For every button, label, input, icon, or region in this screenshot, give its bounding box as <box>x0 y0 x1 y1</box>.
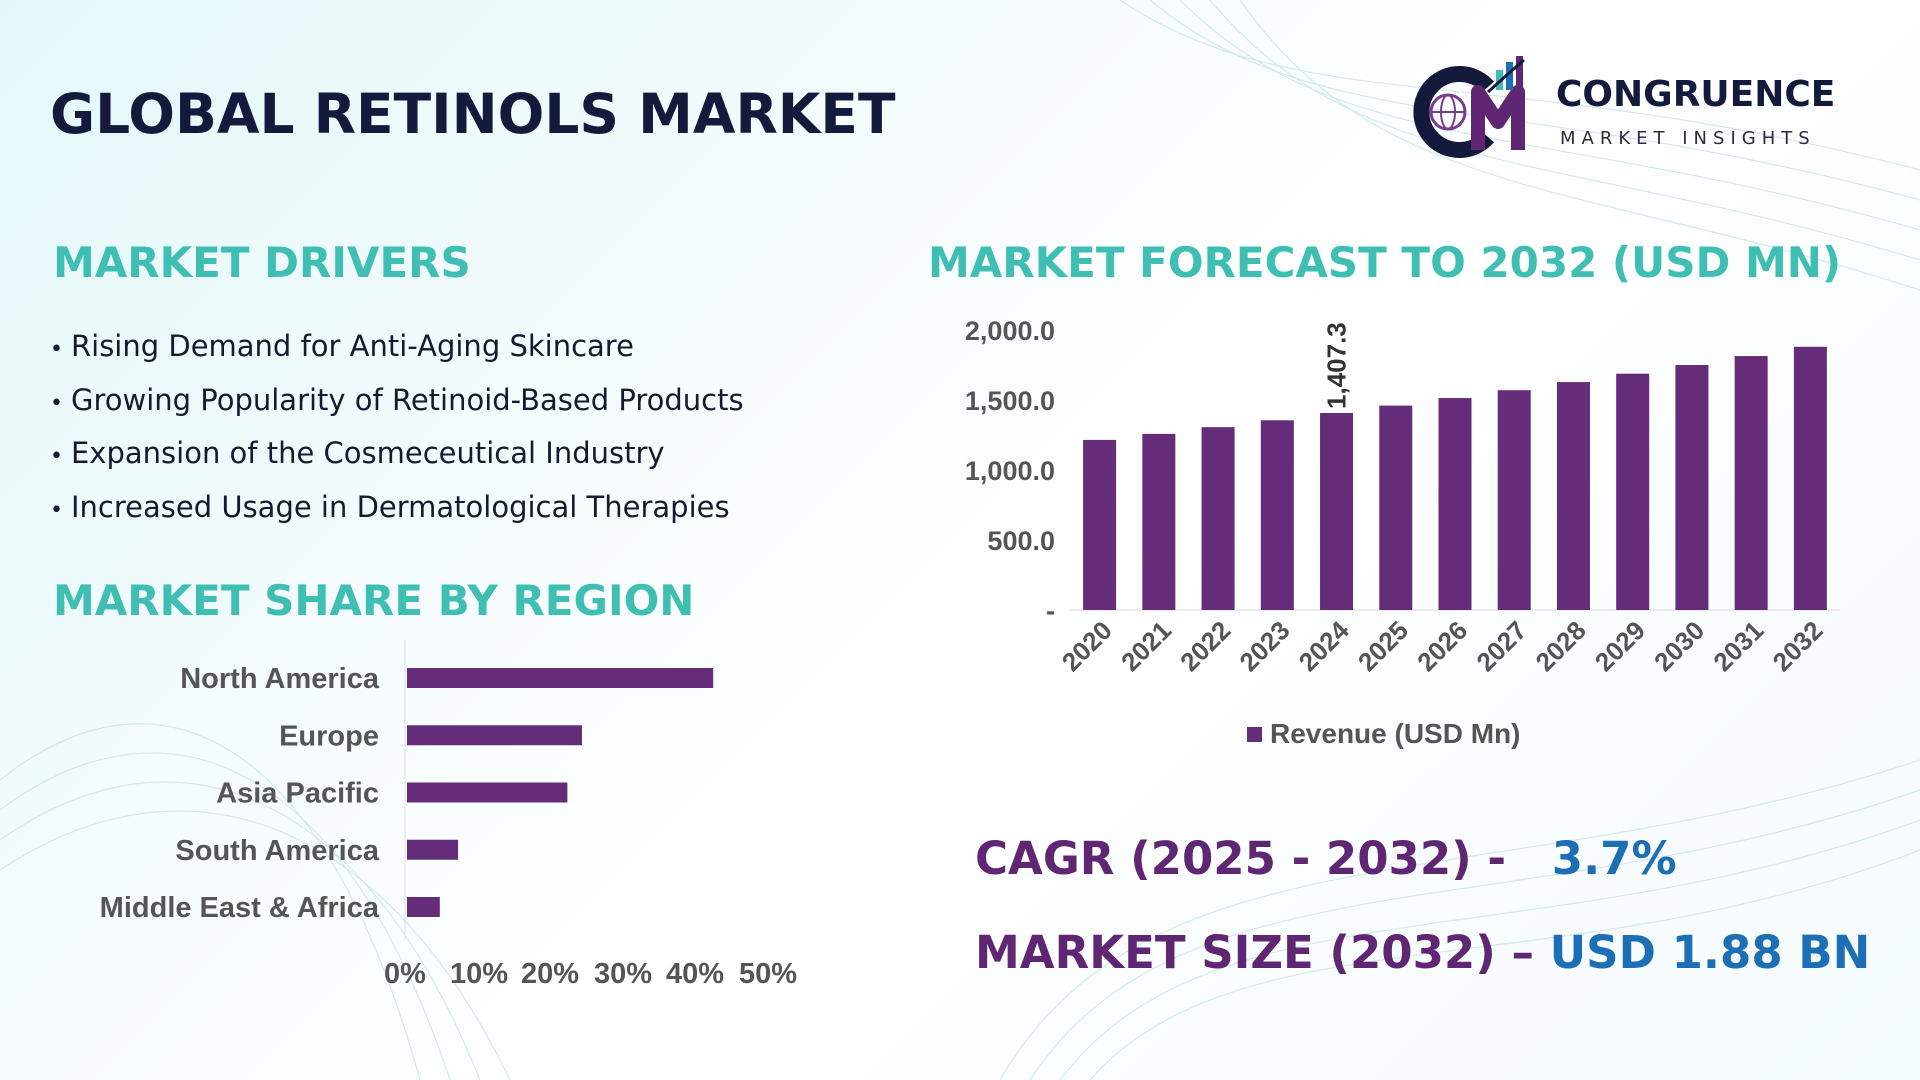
region-label: Europe <box>279 720 379 752</box>
x-tick-label: 50% <box>739 958 797 990</box>
x-tick-label: 2030 <box>1648 615 1710 677</box>
region-label: North America <box>180 663 380 695</box>
legend-swatch <box>1247 727 1262 742</box>
cagr-label: CAGR (2025 - 2032) - <box>975 832 1507 885</box>
x-tick-label: 2020 <box>1056 615 1118 677</box>
forecast-bar <box>1497 390 1531 610</box>
region-bar <box>407 897 440 917</box>
drivers-list: • Rising Demand for Anti-Aging Skincare •… <box>50 320 744 534</box>
forecast-bar <box>1260 420 1294 610</box>
x-tick-label: 2022 <box>1174 615 1236 677</box>
forecast-bar <box>1616 373 1650 610</box>
forecast-bar <box>1142 433 1176 610</box>
x-tick-label: 10% <box>450 958 508 990</box>
y-tick-label: 1,500.0 <box>965 386 1055 416</box>
region-bar <box>407 725 582 746</box>
region-bar <box>407 668 714 688</box>
forecast-bar <box>1379 405 1413 610</box>
region-share-bar-chart: North America Europe Asia Pacific South Ame… <box>100 640 797 990</box>
x-tick-label: 2029 <box>1589 615 1651 677</box>
market-size-stat: MARKET SIZE (2032) – USD 1.88 BN <box>975 926 1870 979</box>
company-logo: CONGRUENCE MARKET INSIGHTS <box>1400 52 1880 162</box>
x-tick-label: 2023 <box>1233 615 1295 677</box>
x-tick-label: 20% <box>521 958 579 990</box>
x-tick-label: 30% <box>594 958 652 990</box>
market-size-value: USD 1.88 BN <box>1549 926 1871 979</box>
x-tick-label: 2024 <box>1293 615 1355 677</box>
x-tick-label: 40% <box>666 958 724 990</box>
region-label: Middle East & Africa <box>100 892 380 924</box>
x-tick-label: 0% <box>384 958 426 990</box>
cm-globe-chart-logo-icon <box>1413 56 1525 158</box>
forecast-bar-chart: -500.01,000.01,500.02,000.02020202120222… <box>965 316 1840 749</box>
legend-label: Revenue (USD Mn) <box>1270 718 1520 749</box>
forecast-bar <box>1734 356 1768 610</box>
region-bar <box>407 839 459 860</box>
market-size-label: MARKET SIZE (2032) – <box>975 926 1534 979</box>
x-tick-label: 2025 <box>1352 615 1414 677</box>
forecast-bar <box>1556 382 1590 610</box>
region-bar <box>407 782 568 803</box>
x-tick-label: 2031 <box>1707 615 1769 677</box>
x-tick-label: 2027 <box>1470 615 1532 677</box>
driver-item: • Growing Popularity of Retinoid-Based Pr… <box>50 382 744 417</box>
region-label: Asia Pacific <box>216 778 379 810</box>
forecast-bar <box>1793 346 1827 610</box>
forecast-bar <box>1675 365 1709 610</box>
driver-item: • Rising Demand for Anti-Aging Skincare <box>50 329 634 363</box>
y-tick-label: - <box>1046 596 1055 626</box>
cagr-value: 3.7% <box>1551 832 1677 885</box>
driver-item: • Increased Usage in Dermatological Thera… <box>50 489 730 524</box>
region-label: South America <box>175 835 379 867</box>
page-title: GLOBAL RETINOLS MARKET <box>50 82 896 146</box>
market-drivers-heading: MARKET DRIVERS <box>53 238 471 287</box>
forecast-bar <box>1320 412 1354 610</box>
data-label: 1,407.3 <box>1322 322 1352 409</box>
y-tick-label: 500.0 <box>987 526 1055 556</box>
logo-name: CONGRUENCE <box>1556 74 1836 115</box>
logo-subtitle: MARKET INSIGHTS <box>1560 128 1816 149</box>
x-tick-label: 2026 <box>1411 615 1473 677</box>
y-tick-label: 1,000.0 <box>965 456 1055 486</box>
forecast-bar <box>1438 398 1472 610</box>
y-tick-label: 2,000.0 <box>965 316 1055 346</box>
forecast-heading: MARKET FORECAST TO 2032 (USD MN) <box>928 238 1842 287</box>
cagr-stat: CAGR (2025 - 2032) - 3.7% <box>975 832 1677 885</box>
region-share-heading: MARKET SHARE BY REGION <box>53 576 695 625</box>
x-tick-label: 2028 <box>1530 615 1592 677</box>
forecast-bar <box>1201 427 1235 610</box>
driver-item: • Expansion of the Cosmeceutical Industry <box>50 436 665 470</box>
x-tick-label: 2032 <box>1767 615 1829 677</box>
x-tick-label: 2021 <box>1115 615 1177 677</box>
forecast-bar <box>1083 439 1117 610</box>
